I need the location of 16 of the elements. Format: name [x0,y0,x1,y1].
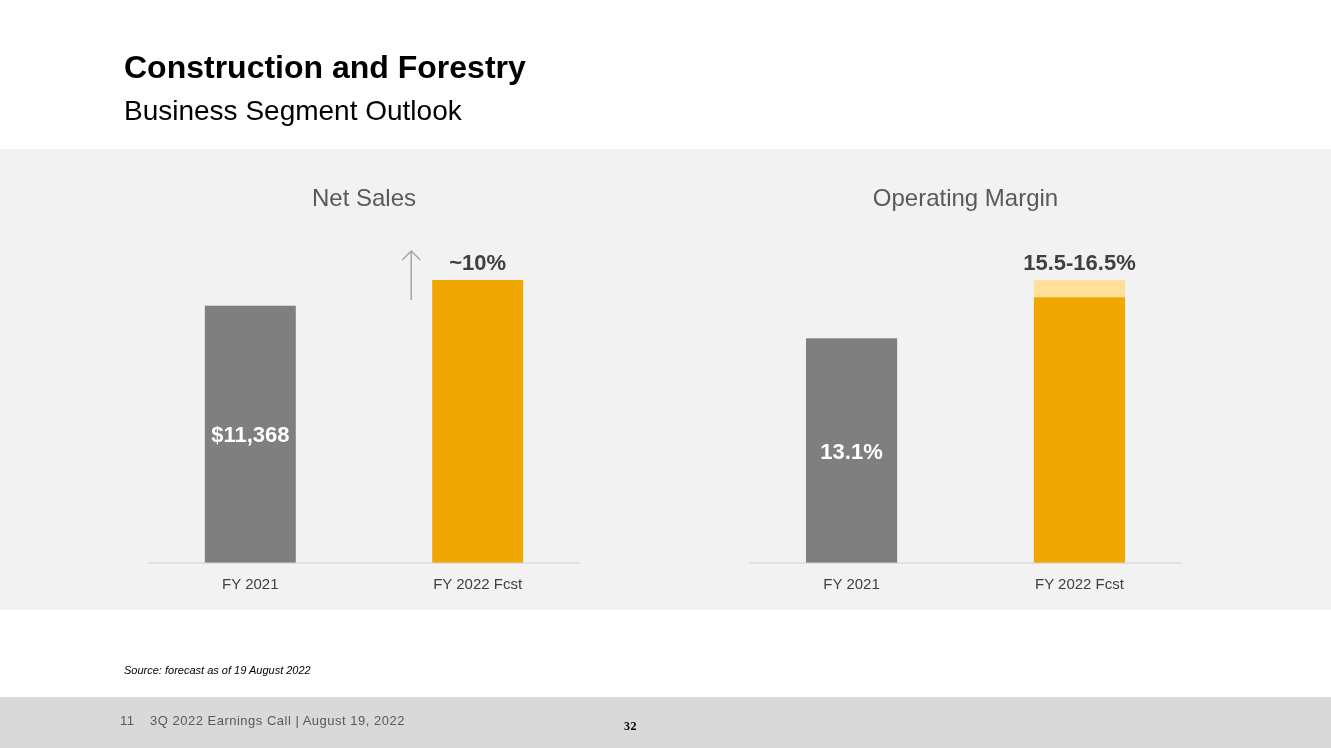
chart-title: Operating Margin [872,184,1059,211]
x-tick-label: FY 2022 Fcst [433,575,523,592]
text: 11 [120,713,135,728]
text: 3Q 2022 Earnings Call | August 19, 2022 [150,713,405,728]
text: 32 [624,719,637,733]
annotation: 15.5-16.5% [1023,250,1136,275]
x-tick-label: FY 2021 [222,575,279,592]
source-note: Source: forecast as of 19 August 2022 [124,664,311,676]
x-tick-label: FY 2021 [823,575,880,592]
x-tick-label: FY 2022 Fcst [1034,575,1125,592]
data-label: $11,368 [211,422,290,448]
text: Construction and Forestry [124,49,527,85]
data-label: 13.1% [820,438,883,464]
text: Business Segment Outlook [124,95,463,126]
annotation: ~10% [449,250,507,275]
chart-title: Net Sales [311,184,417,211]
